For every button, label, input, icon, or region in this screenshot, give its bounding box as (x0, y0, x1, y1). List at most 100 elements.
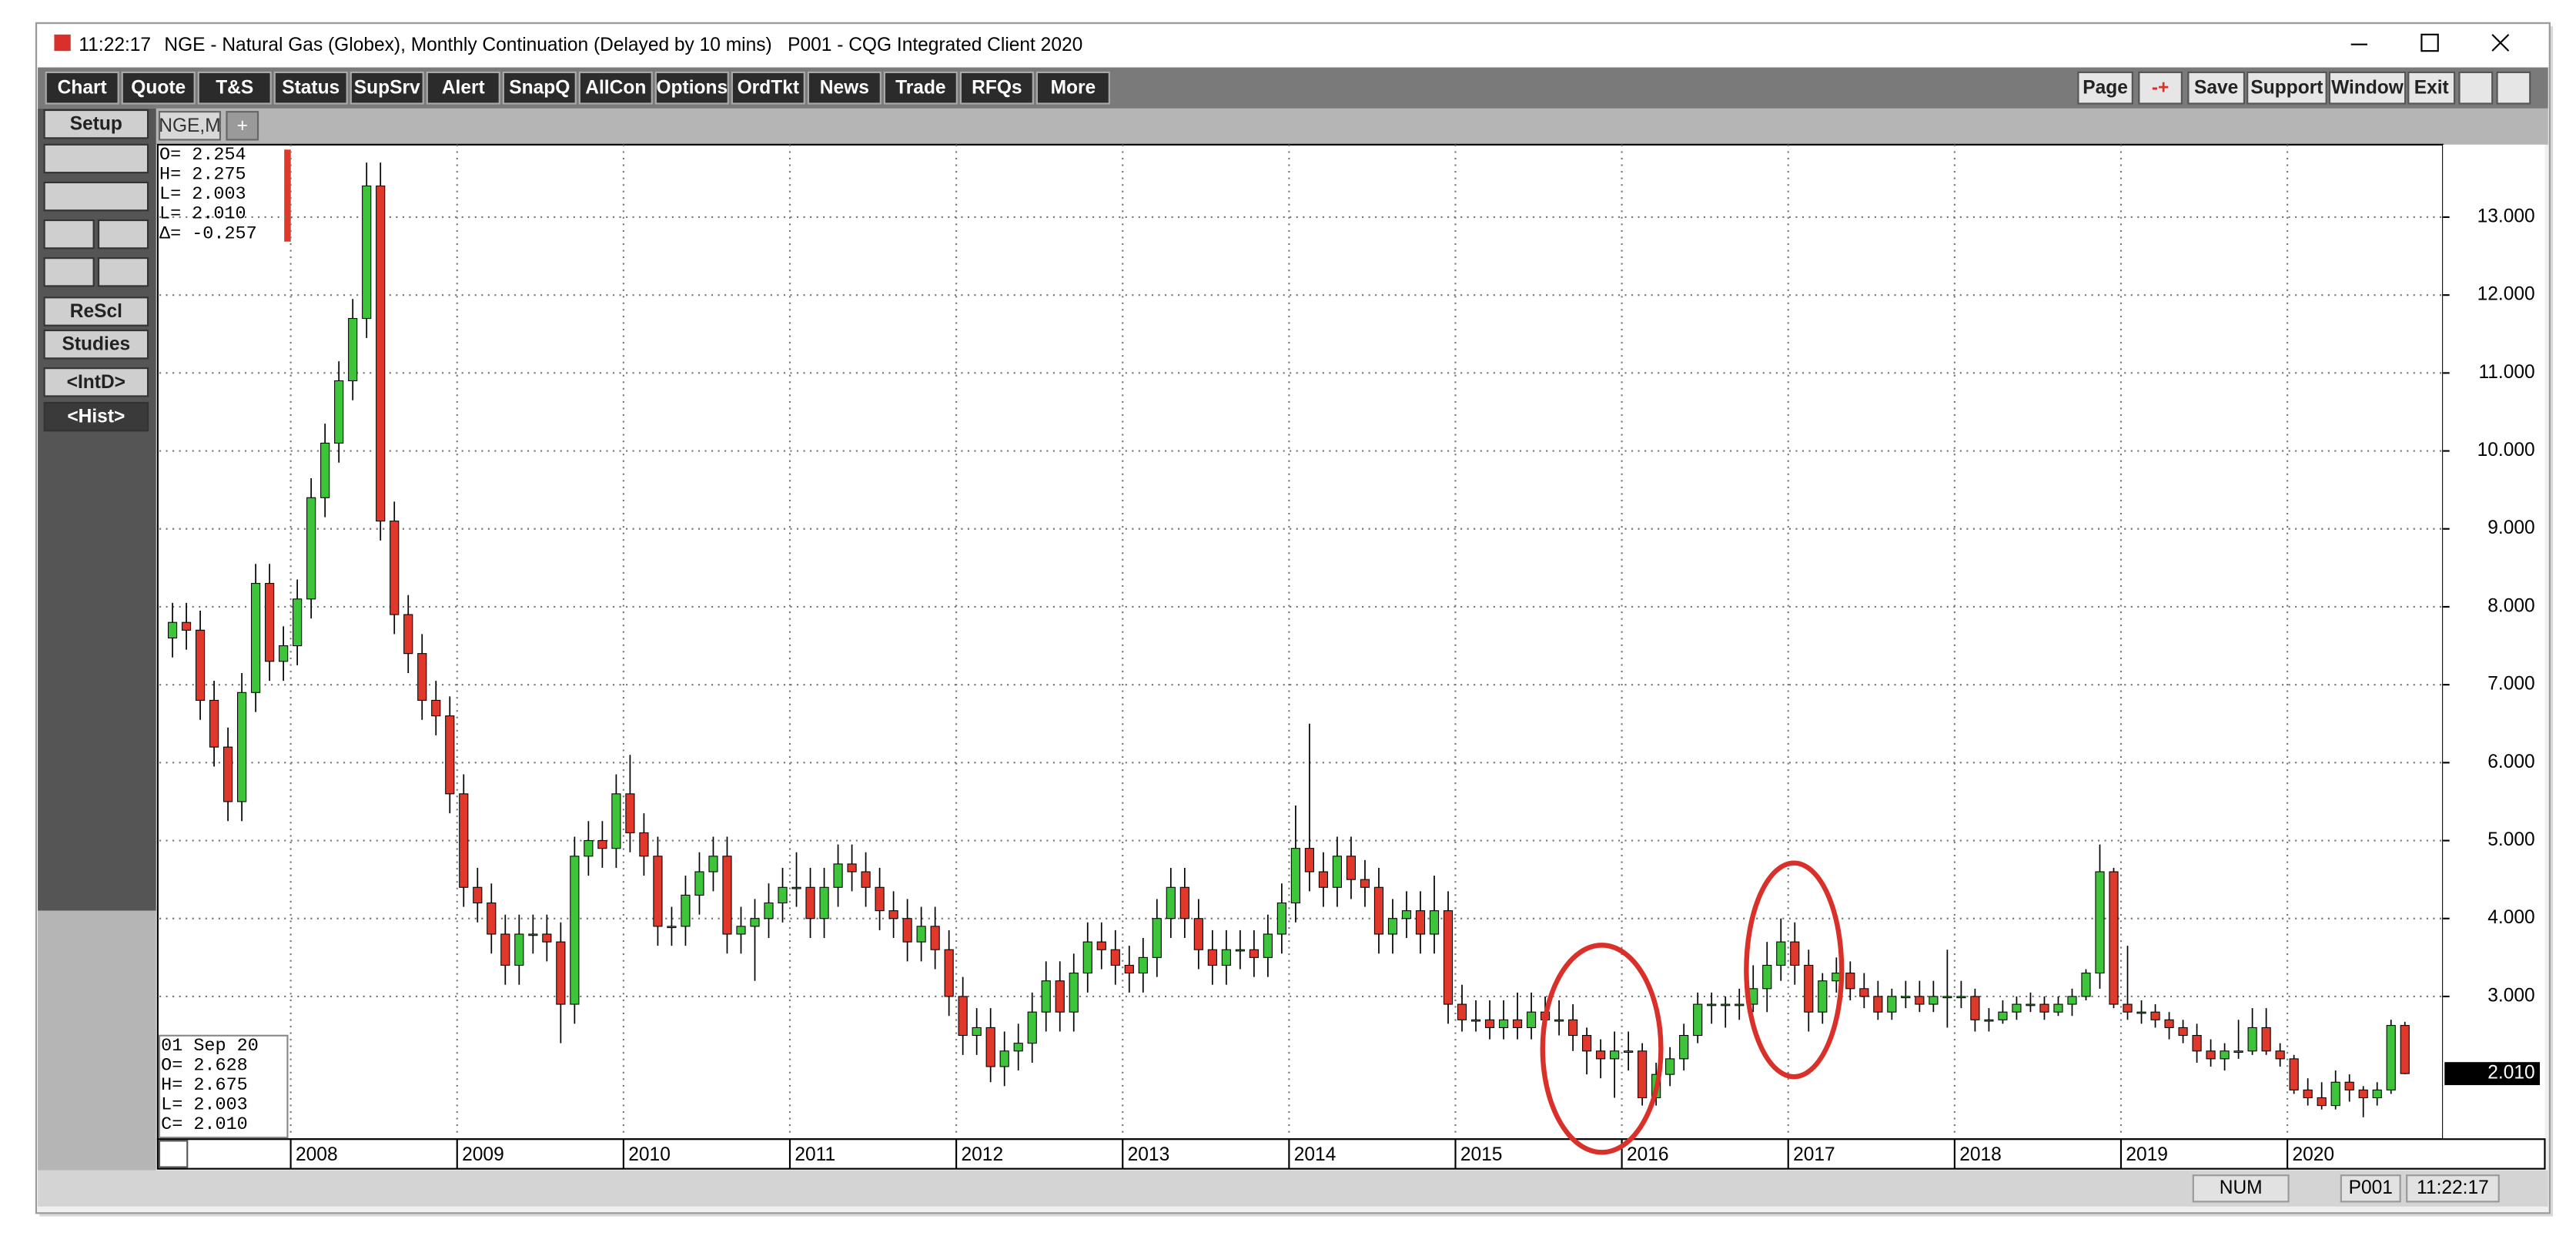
info-line: L= 2.010 (159, 204, 246, 225)
toolbar-button-label[interactable]: Support (2250, 78, 2323, 99)
toolbar-button[interactable] (45, 71, 119, 105)
toolbar-icon[interactable] (2496, 71, 2531, 105)
candle-body (528, 933, 538, 936)
toolbar-button-label[interactable]: Alert (442, 78, 485, 99)
toolbar-button[interactable] (502, 71, 577, 105)
candle-body (1457, 1003, 1467, 1020)
tab-label[interactable]: NGE,M (159, 116, 220, 136)
toolbar-button[interactable] (273, 71, 348, 105)
toolbar-button[interactable] (2138, 71, 2183, 105)
toolbar-button[interactable] (654, 71, 729, 105)
toolbar-button[interactable] (807, 71, 882, 105)
plot-area (156, 143, 2444, 1140)
toolbar-button-label[interactable]: SnapQ (509, 78, 570, 99)
close[interactable] (2491, 34, 2510, 52)
candle-body (2178, 1027, 2188, 1037)
candle-body (2233, 1050, 2243, 1053)
side-icon-button[interactable] (43, 257, 95, 287)
maximize[interactable] (2420, 33, 2439, 52)
toolbar-button[interactable] (2246, 71, 2327, 105)
side-icon-button[interactable] (97, 257, 149, 287)
candle-body (972, 1027, 982, 1037)
candle-body (1845, 973, 1855, 990)
tab[interactable] (158, 111, 222, 141)
toolbar-button-label[interactable]: RFQs (972, 78, 1022, 99)
side-button-label[interactable]: Studies (62, 334, 131, 355)
side-button-label[interactable]: <Hist> (67, 407, 125, 427)
toolbar-button[interactable] (959, 71, 1034, 105)
toolbar-icon[interactable] (2458, 71, 2494, 105)
status-text: 11:22:17 (2417, 1177, 2489, 1198)
candle-body (1665, 1058, 1675, 1075)
toolbar-button-label[interactable]: Quote (131, 78, 186, 99)
candle-body (348, 317, 358, 382)
toolbar-button[interactable] (2407, 71, 2456, 105)
toolbar-button-label[interactable]: Chart (58, 78, 107, 99)
toolbar-button[interactable] (578, 71, 653, 105)
side-icon-button[interactable] (43, 181, 149, 212)
toolbar-button[interactable] (350, 71, 424, 105)
x-tick-label: 2011 (795, 1144, 835, 1165)
toolbar-button-label[interactable]: SupSrv (354, 78, 420, 99)
toolbar-button-label[interactable]: More (1051, 78, 1096, 99)
candle-body (1970, 996, 1980, 1020)
candle-body (1013, 1043, 1023, 1052)
side-icon-button[interactable] (43, 143, 149, 174)
candle-body (1429, 910, 1440, 935)
candle-body (1762, 964, 1772, 990)
side-icon-button[interactable] (43, 219, 95, 250)
toolbar-button-label[interactable]: Options (656, 78, 728, 99)
toolbar-button[interactable] (2187, 71, 2246, 105)
toolbar-button-label[interactable]: AllCon (585, 78, 646, 99)
toolbar-button-label[interactable]: T&S (216, 78, 253, 99)
toolbar-button-label[interactable]: News (820, 78, 869, 99)
candle-body (2386, 1025, 2396, 1090)
toolbar-button-label[interactable]: OrdTkt (738, 78, 799, 99)
candle-body (2330, 1081, 2340, 1107)
toolbar-button-label[interactable]: Exit (2414, 78, 2449, 99)
toolbar-button[interactable] (197, 71, 272, 105)
tab-label[interactable]: + (237, 116, 248, 136)
side-button-label[interactable]: <IntD> (67, 372, 125, 393)
toolbar-button[interactable] (1035, 71, 1110, 105)
toolbar-button[interactable] (2328, 71, 2407, 105)
side-icon-button[interactable] (97, 219, 149, 250)
side-button[interactable] (43, 329, 149, 360)
tab[interactable] (226, 111, 259, 141)
side-button[interactable] (43, 367, 149, 397)
candle-body (2247, 1027, 2257, 1052)
side-button[interactable] (43, 401, 149, 432)
toolbar-button-label[interactable]: Status (282, 78, 340, 99)
toolbar-button-label[interactable]: Window (2331, 78, 2404, 99)
toolbar-button-label[interactable]: -+ (2152, 78, 2169, 99)
side-button-label[interactable]: Setup (70, 114, 122, 135)
side-button[interactable] (43, 109, 149, 139)
toolbar-button-label[interactable]: Page (2083, 78, 2128, 99)
candle-body (1721, 1003, 1731, 1007)
candle-body (1818, 980, 1828, 1013)
x-tick-label: 2015 (1460, 1144, 1503, 1165)
candle-body (805, 886, 815, 919)
candle-body (1901, 996, 1911, 999)
candle-body (376, 185, 386, 522)
candle-body (500, 933, 510, 966)
toolbar-button[interactable] (883, 71, 958, 105)
x-tick-label: 2018 (1959, 1144, 2002, 1165)
toolbar-button[interactable] (731, 71, 805, 105)
candle-body (431, 699, 441, 717)
y-tick-label: 4.000 (2487, 907, 2534, 928)
clock: 11:22:17 (79, 35, 151, 55)
toolbar-button-label[interactable]: Trade (895, 78, 945, 99)
candle-body (1790, 941, 1800, 966)
info-line: H= 2.675 (161, 1075, 248, 1096)
toolbar-button[interactable] (2077, 71, 2133, 105)
toolbar-button[interactable] (426, 71, 500, 105)
candle-body (1235, 949, 1245, 952)
candle-body (1942, 996, 1952, 999)
side-button[interactable] (43, 296, 149, 327)
toolbar-button[interactable] (121, 71, 196, 105)
side-button-label[interactable]: ReScl (70, 301, 122, 322)
toolbar-button-label[interactable]: Save (2194, 78, 2238, 99)
candle-body (778, 886, 788, 904)
